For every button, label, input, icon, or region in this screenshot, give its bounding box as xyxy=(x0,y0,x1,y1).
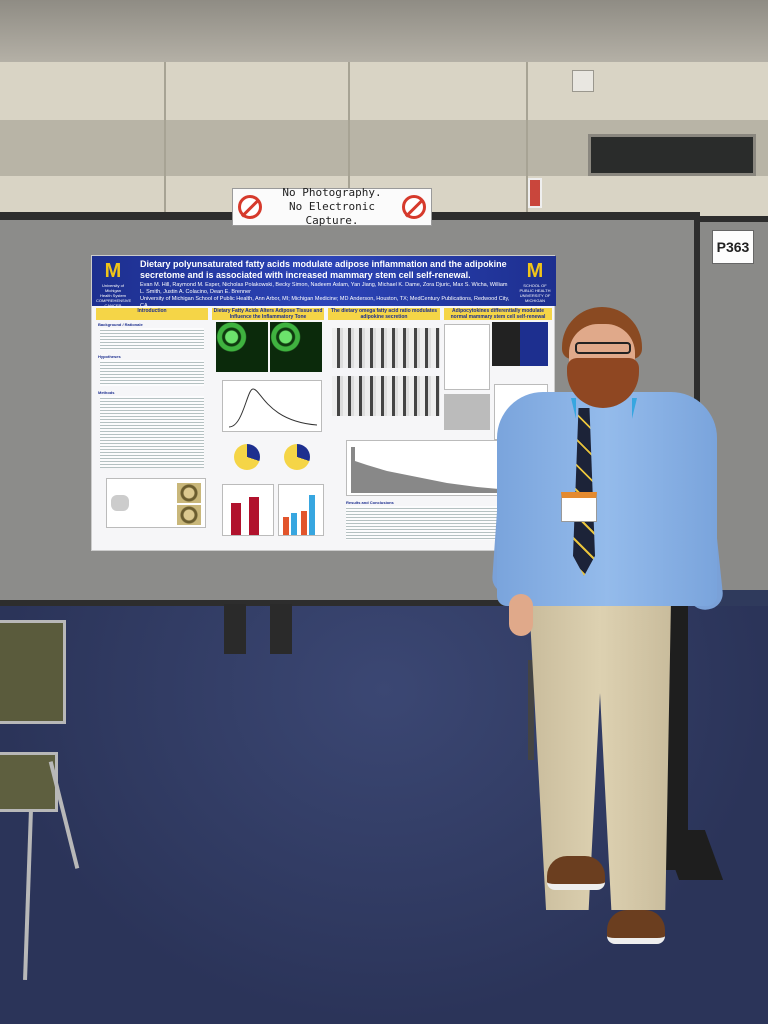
no-camera-icon xyxy=(238,195,262,219)
subhead-results: Results and Conclusions xyxy=(346,500,394,505)
cytokine-array-blot xyxy=(332,328,440,368)
wall-vent xyxy=(588,134,756,176)
colony-dot-grid xyxy=(444,324,490,390)
name-badge xyxy=(561,492,597,522)
wall-seam xyxy=(164,62,166,216)
sign-line-2: No Electronic Capture. xyxy=(288,200,376,227)
no-phone-icon xyxy=(402,195,426,219)
presenter xyxy=(491,300,725,964)
logo-line: UNIVERSITY OF MICHIGAN xyxy=(519,293,551,303)
bar xyxy=(309,495,315,535)
section-heading-stem-cell: Adipocytokines differentially modulate n… xyxy=(444,308,552,320)
glasses xyxy=(575,342,631,354)
no-photography-sign: No Photography. No Electronic Capture. xyxy=(232,186,432,228)
poster-title: Dietary polyunsaturated fatty acids modu… xyxy=(140,259,507,280)
person-behind-board xyxy=(222,604,296,660)
subhead-background: Background / Rationale xyxy=(98,322,143,327)
author-list: Evan M. Hill, Raymond M. Esper, Nicholas… xyxy=(140,282,508,295)
bar xyxy=(291,513,297,535)
fluorescence-micrograph xyxy=(216,322,268,372)
bar-chart xyxy=(222,484,274,536)
fire-alarm xyxy=(528,178,542,208)
logo-line: COMPREHENSIVE xyxy=(96,298,132,303)
fluorescence-micrograph xyxy=(270,322,322,372)
body-text-block xyxy=(100,396,204,468)
affiliation-list: University of Michigan School of Public … xyxy=(140,296,510,309)
umich-sph-logo: M SCHOOL OF PUBLIC HEALTH UNIVERSITY OF … xyxy=(516,259,554,303)
sign-line-1: No Photography. xyxy=(282,186,382,199)
section-heading-fatty-acids: Dietary Fatty Acids Alters Adipose Tissu… xyxy=(212,308,324,320)
wall-seam xyxy=(348,62,350,216)
blue-dress-shirt xyxy=(497,392,717,606)
mammosphere-image xyxy=(177,505,201,525)
poster-stand-leg xyxy=(528,660,534,760)
brown-shoe xyxy=(607,910,665,944)
logo-line: University of Michigan xyxy=(101,283,124,293)
bar xyxy=(231,503,241,535)
mouse-image xyxy=(111,495,129,511)
sign-text: No Photography. No Electronic Capture. xyxy=(262,186,402,228)
logo-line: PUBLIC HEALTH xyxy=(519,288,551,293)
immunofluorescence-image xyxy=(492,322,548,366)
logo-line: Health System xyxy=(99,293,126,298)
bar xyxy=(283,517,289,535)
ceiling-wall xyxy=(0,0,768,62)
poster-header: M University of Michigan Health System C… xyxy=(92,256,556,313)
leg xyxy=(224,604,246,654)
wall-panel-upper xyxy=(0,62,768,120)
logo-line: SCHOOL OF xyxy=(523,283,547,288)
section-heading-adipokine: The dietary omega fatty acid ratio modul… xyxy=(328,308,440,320)
methods-schematic xyxy=(106,478,206,528)
pie-chart xyxy=(284,444,310,470)
density-curve xyxy=(228,388,318,428)
chair-back xyxy=(0,620,66,724)
mammosphere-image xyxy=(177,483,201,503)
pie-chart xyxy=(234,444,260,470)
subhead-hypotheses: Hypotheses xyxy=(98,354,121,359)
leg xyxy=(270,604,292,654)
bar xyxy=(301,511,307,535)
research-poster: M University of Michigan Health System C… xyxy=(91,255,556,551)
bar xyxy=(249,497,259,535)
descending-bars xyxy=(351,447,499,493)
wall-speaker xyxy=(572,70,594,92)
logo-letter: M xyxy=(526,260,544,282)
subhead-methods: Methods xyxy=(98,390,115,395)
board-number-label: P363 xyxy=(712,230,754,264)
logo-letter: M xyxy=(104,260,122,282)
body-text-block xyxy=(100,328,204,350)
secretome-bar-chart xyxy=(346,440,502,496)
brown-shoe xyxy=(547,856,605,890)
mammosphere-micrograph xyxy=(444,394,490,430)
wall-seam xyxy=(526,62,528,216)
bar-chart xyxy=(278,484,324,536)
section-heading-introduction: Introduction xyxy=(96,308,208,320)
hand xyxy=(509,594,533,636)
cytokine-array-blot xyxy=(332,376,440,416)
poster-authors: Evan M. Hill, Raymond M. Esper, Nicholas… xyxy=(140,282,510,310)
density-plot xyxy=(222,380,322,432)
body-text-block xyxy=(100,360,204,386)
umich-health-logo: M University of Michigan Health System C… xyxy=(96,259,132,313)
